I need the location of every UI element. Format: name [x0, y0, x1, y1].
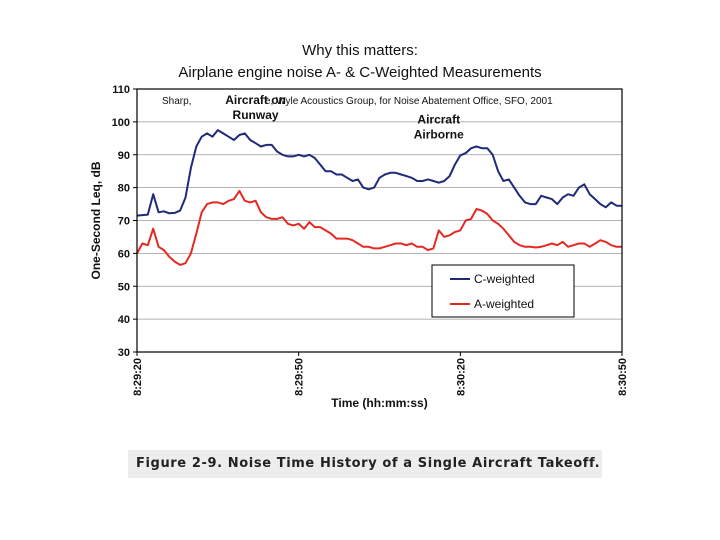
y-tick-label-50: 50 — [118, 281, 130, 293]
x-tick-label-0: 8:29:20 — [132, 358, 144, 396]
x-tick-label-2: 8:30:20 — [455, 358, 467, 396]
series-line-c-weighted — [136, 129, 622, 217]
legend: C-weighted A-weighted — [431, 264, 575, 318]
axis-ticks: 30 40 50 60 70 80 90 100 110 8:29:20 8:29:50 8:30:2… — [112, 84, 629, 396]
y-tick-label-60: 60 — [118, 248, 130, 260]
y-tick-label-90: 90 — [118, 150, 130, 162]
credit-right: e, Wyle Acoustics Group, for Noise Abate… — [265, 96, 553, 107]
x-tick-label-1: 8:29:50 — [294, 358, 306, 396]
legend-label-0: C-weighted — [474, 272, 535, 286]
y-tick-label-110: 110 — [112, 84, 130, 96]
slide-title: Why this matters: Airplane engine noise … — [0, 40, 720, 84]
y-axis-label: One-Second Leq, dB — [89, 161, 103, 279]
annotation-1-line-0: Aircraft — [417, 113, 460, 127]
x-axis-label: Time (hh:mm:ss) — [331, 396, 427, 410]
annotation-0-line-0: Aircraft on — [225, 93, 286, 107]
y-tick-label-100: 100 — [112, 117, 130, 129]
legend-box — [431, 264, 575, 318]
series-line-a-weighted — [136, 189, 622, 266]
y-tick-label-30: 30 — [118, 347, 130, 359]
credit-left: Sharp, — [162, 96, 191, 107]
figure-caption-box — [128, 450, 602, 478]
slide-title-line2: Airplane engine noise A- & C-Weighted Me… — [178, 64, 542, 81]
x-tick-label-3: 8:30:50 — [617, 358, 629, 396]
slide-title-line1: Why this matters: — [302, 42, 418, 59]
series-lines — [136, 129, 622, 266]
annotation-1-line-1: Airborne — [414, 128, 464, 142]
y-tick-label-70: 70 — [118, 216, 130, 228]
y-tick-label-40: 40 — [118, 314, 130, 326]
y-tick-label-80: 80 — [118, 183, 130, 195]
figure-caption: Figure 2-9. Noise Time History of a Sing… — [136, 456, 601, 471]
legend-label-1: A-weighted — [474, 297, 534, 311]
annotation-0-line-1: Runway — [233, 108, 279, 122]
